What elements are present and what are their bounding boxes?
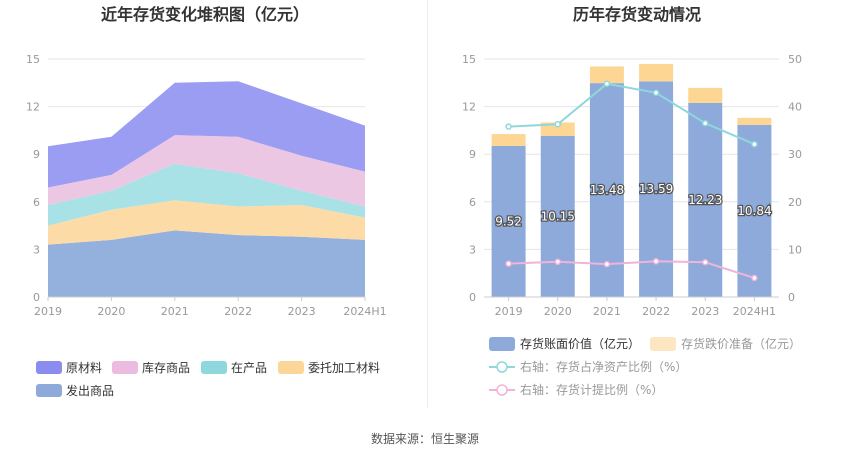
line-point [702, 259, 709, 266]
line-point [702, 120, 709, 127]
bar-impairment [688, 87, 723, 103]
legend-label: 库存商品 [142, 360, 190, 375]
line-point [505, 123, 512, 130]
y-tick-label: 3 [33, 243, 40, 256]
legend-label: 右轴：存货占净资产比例（%） [520, 359, 687, 374]
legend-swatch [112, 361, 138, 374]
legend-marker [496, 384, 508, 396]
y-tick-label: 0 [33, 291, 40, 304]
bar-value-label: 9.52 [495, 214, 522, 228]
legend-label: 委托加工材料 [308, 361, 380, 375]
y-right-tick-label: 10 [788, 243, 802, 256]
bar-value-label: 13.48 [590, 183, 624, 197]
x-tick-label: 2022 [642, 305, 670, 318]
right-chart-title: 历年存货变动情况 [573, 5, 701, 24]
y-left-tick-label: 15 [462, 53, 476, 66]
x-tick-label: 2022 [224, 305, 252, 318]
legend-swatch [201, 361, 227, 374]
inventory-bar-line-chart: 历年存货变动情况 0 3 6 9 12 15 0 10 20 30 40 50 9.52 10.15 13.4… [462, 5, 802, 397]
data-source-note: 数据来源：恒生聚源 [370, 432, 479, 446]
line-provision-ratio [508, 260, 755, 279]
legend-label: 存货账面价值（亿元） [520, 336, 640, 351]
left-chart-title: 近年存货变化堆积图（亿元） [101, 5, 309, 24]
legend-swatch [36, 384, 62, 397]
y-tick-label: 15 [26, 53, 40, 66]
x-tick-label: 2019 [495, 305, 523, 318]
y-tick-label: 9 [33, 148, 40, 161]
bar-impairment [540, 122, 575, 136]
y-tick-label: 12 [26, 101, 40, 114]
x-tick-label: 2024H1 [343, 305, 386, 318]
legend-swatch [489, 337, 515, 351]
bar-book-value [540, 135, 575, 297]
bar-value-label: 10.15 [541, 209, 575, 223]
y-right-tick-label: 20 [788, 196, 802, 209]
line-point [751, 140, 758, 148]
legend-label: 在产品 [231, 361, 267, 375]
legend-swatch [278, 361, 304, 374]
line-point [505, 260, 512, 267]
y-left-tick-label: 0 [469, 291, 476, 304]
area-发出商品 [48, 230, 365, 297]
line-inventory-net-assets-ratio [508, 82, 755, 146]
bar-impairment [737, 117, 772, 126]
bar-value-label: 12.23 [688, 193, 722, 207]
y-right-tick-label: 40 [788, 101, 802, 114]
x-tick-label: 2023 [288, 305, 316, 318]
line-point [554, 258, 561, 266]
area-委托加工材料 [48, 200, 365, 245]
line-point [603, 80, 611, 88]
bar-book-value [491, 145, 526, 297]
y-right-tick-label: 30 [788, 148, 802, 161]
line-point [652, 258, 660, 265]
legend-label: 发出商品 [66, 383, 114, 398]
legend-label: 存货跌价准备（亿元） [681, 336, 801, 351]
legend-swatch [650, 337, 676, 351]
line-point [751, 274, 758, 282]
x-tick-label: 2021 [593, 305, 621, 318]
y-left-tick-label: 6 [469, 196, 476, 209]
stacked-area-chart: 近年存货变化堆积图（亿元） 0 3 6 9 12 15 2019 2020 2021 2022 202… [26, 5, 387, 398]
y-left-tick-label: 9 [469, 148, 476, 161]
y-left-tick-label: 12 [462, 101, 476, 114]
bar-book-value [737, 125, 772, 297]
legend-label: 右轴：存货计提比例（%） [520, 382, 663, 397]
legend-swatch [36, 361, 62, 374]
y-right-tick-label: 0 [788, 291, 795, 304]
bar-impairment [639, 63, 674, 82]
x-tick-label: 2024H1 [733, 305, 776, 318]
x-tick-label: 2023 [691, 305, 719, 318]
y-left-tick-label: 3 [469, 243, 476, 256]
bar-impairment [491, 134, 526, 146]
y-tick-label: 6 [33, 196, 40, 209]
bar-value-label: 10.84 [737, 204, 771, 218]
area-库存商品 [48, 135, 365, 207]
x-tick-label: 2020 [97, 305, 125, 318]
bar-impairment [589, 66, 624, 84]
y-right-tick-label: 50 [788, 53, 802, 66]
x-tick-label: 2019 [34, 305, 62, 318]
line-point [554, 120, 561, 128]
legend-label: 原材料 [66, 361, 102, 375]
bar-value-label: 13.59 [639, 182, 673, 196]
legend-marker [496, 361, 508, 373]
line-point [603, 260, 611, 268]
x-tick-label: 2021 [161, 305, 189, 318]
x-tick-label: 2020 [544, 305, 572, 318]
line-point [652, 89, 660, 97]
panel-divider [427, 0, 428, 408]
area-在产品 [48, 163, 365, 226]
area-原材料 [48, 81, 365, 188]
